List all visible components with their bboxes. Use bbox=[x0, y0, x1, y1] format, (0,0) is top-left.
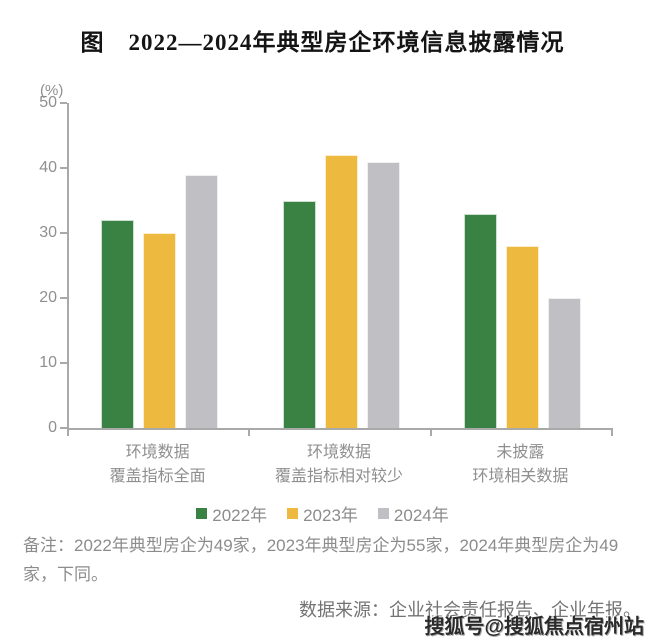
category-label-line: 环境数据 bbox=[306, 444, 371, 461]
bar-2024年-group1 bbox=[185, 174, 219, 428]
category-label-line: 覆盖指标全面 bbox=[109, 468, 206, 485]
y-tick-mark-40 bbox=[60, 167, 67, 169]
y-tick-mark-50 bbox=[60, 102, 67, 104]
y-tick-mark-10 bbox=[60, 362, 67, 364]
y-tick-mark-30 bbox=[60, 232, 67, 234]
plot-area: 0 10 20 30 40 50 bbox=[39, 94, 613, 436]
bar-2024年-group3 bbox=[547, 298, 581, 428]
note-text: 备注：2022年典型房企为49家，2023年典型房企为55家，2024年典型房企… bbox=[23, 536, 619, 584]
source-text: 数据来源：企业社会责任报告、企业年报。 bbox=[299, 600, 641, 620]
y-tick-label-20: 20 bbox=[39, 289, 57, 306]
legend-swatch-icon bbox=[287, 508, 299, 519]
legend-item-2023年: 2023年 bbox=[287, 501, 358, 526]
bar-2024年-group2 bbox=[366, 161, 400, 428]
y-tick-label-10: 10 bbox=[39, 354, 57, 371]
x-tick-mark-3 bbox=[611, 430, 613, 436]
bar-2023年-group2 bbox=[324, 155, 358, 428]
y-tick-label-30: 30 bbox=[39, 224, 57, 241]
category-label-line: 覆盖指标相对较少 bbox=[274, 468, 403, 485]
legend-item-2024年: 2024年 bbox=[377, 501, 449, 526]
watermark: 搜狐号@搜狐焦点宿州站 bbox=[424, 616, 644, 638]
category-label-3: 未披露 环境相关数据 bbox=[430, 441, 611, 489]
legend-item-2022年: 2022年 bbox=[196, 501, 267, 526]
legend-label: 2022年 bbox=[212, 506, 268, 525]
category-label-1: 环境数据覆盖指标全面 bbox=[67, 441, 248, 489]
x-axis-category-labels: 环境数据 覆盖指标全面 环境数据 覆盖指标相对较少 未披露 环境相关数据 bbox=[67, 441, 611, 489]
legend-swatch-icon bbox=[196, 508, 208, 519]
y-axis-foot-tick bbox=[67, 430, 69, 436]
y-tick-label-50: 50 bbox=[39, 94, 57, 111]
y-tick-mark-0 bbox=[60, 427, 67, 429]
bar-2023年-group1 bbox=[143, 233, 177, 428]
bar-2023年-group3 bbox=[505, 246, 539, 428]
x-tick-mark-2 bbox=[429, 430, 432, 436]
bar-2022年-group3 bbox=[463, 213, 497, 428]
y-tick-mark-20 bbox=[60, 297, 67, 299]
bar-2022年-group1 bbox=[101, 220, 135, 428]
bar-2022年-group2 bbox=[282, 200, 316, 428]
legend-label: 2024年 bbox=[393, 506, 449, 525]
category-label-2: 环境数据覆盖指标相对较少 bbox=[248, 441, 429, 489]
x-tick-mark-1 bbox=[248, 430, 251, 436]
y-tick-label-0: 0 bbox=[48, 419, 57, 436]
y-axis-unit-label: (%) bbox=[40, 82, 64, 99]
category-label-line: 环境数据 bbox=[125, 444, 190, 461]
category-label-line: 环境相关数据 bbox=[472, 468, 569, 485]
chart-title: 图 2022—2024年典型房企环境信息披露情况 bbox=[80, 30, 565, 55]
y-tick-label-40: 40 bbox=[39, 159, 57, 176]
legend-label: 2023年 bbox=[303, 506, 358, 525]
legend: 2022年 2023年 2024年 bbox=[0, 501, 645, 526]
legend-swatch-icon bbox=[377, 508, 389, 519]
category-label-line: 未披露 bbox=[496, 444, 545, 461]
